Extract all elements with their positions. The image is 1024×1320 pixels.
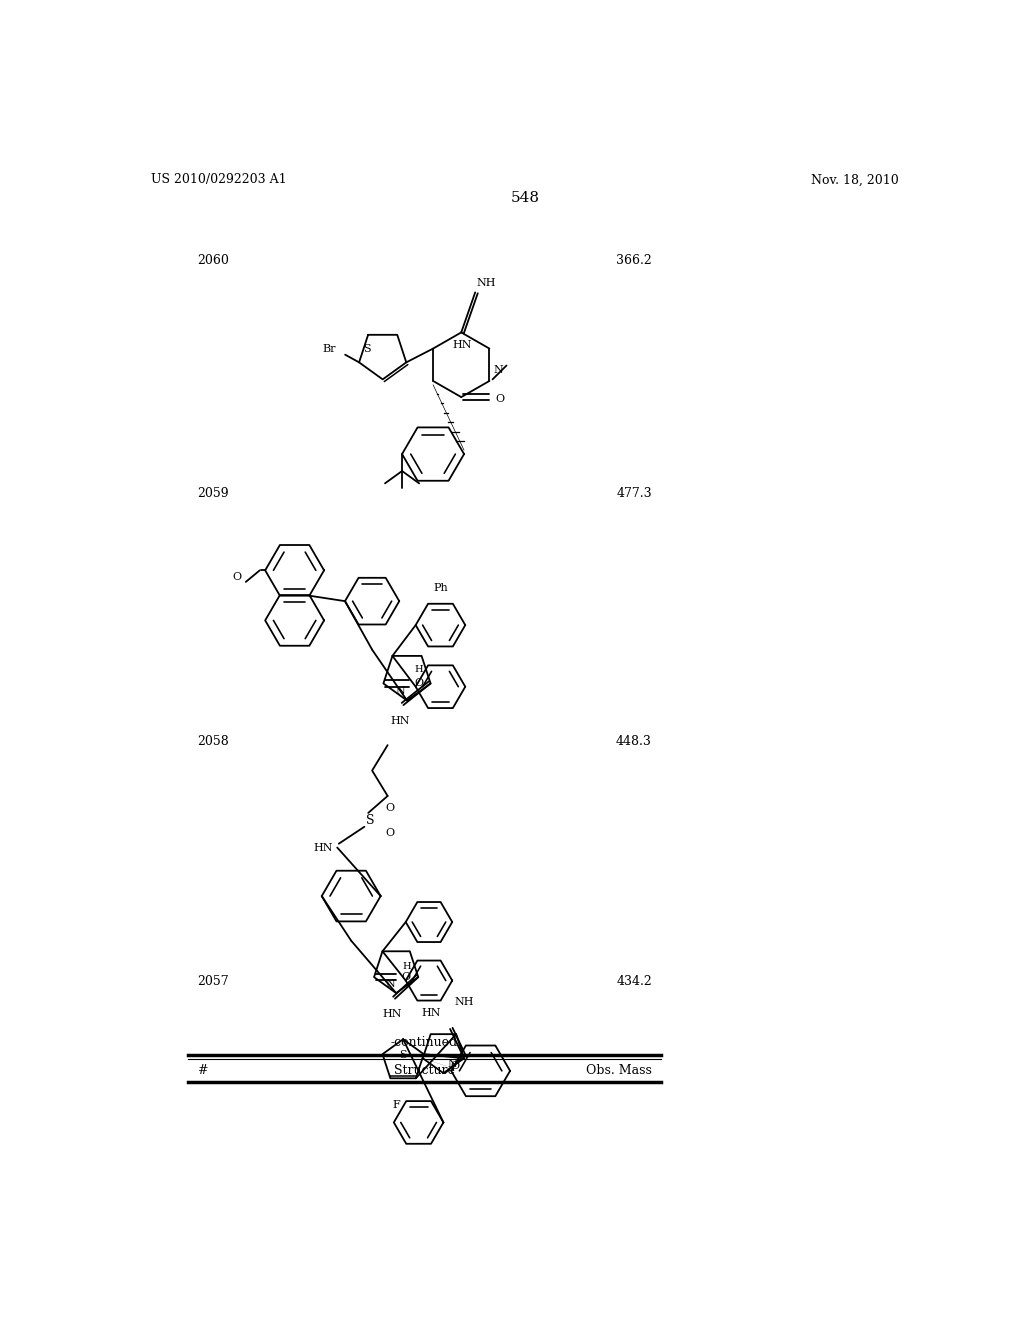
Text: NH: NH <box>477 279 497 288</box>
Text: HN: HN <box>382 1010 401 1019</box>
Text: O: O <box>450 1061 459 1071</box>
Text: HN: HN <box>453 339 472 350</box>
Text: HN: HN <box>421 1008 440 1018</box>
Text: 448.3: 448.3 <box>616 735 652 748</box>
Text: Structure: Structure <box>394 1064 455 1077</box>
Text: O: O <box>415 678 424 689</box>
Text: F: F <box>392 1100 400 1110</box>
Text: O: O <box>496 393 505 404</box>
Text: N: N <box>396 686 406 696</box>
Text: O: O <box>401 972 411 982</box>
Text: HN: HN <box>313 842 333 853</box>
Text: H: H <box>414 665 423 675</box>
Text: #: # <box>197 1064 207 1077</box>
Text: S: S <box>362 345 371 354</box>
Text: O: O <box>385 828 394 838</box>
Text: O: O <box>232 572 241 582</box>
Text: 477.3: 477.3 <box>616 487 652 500</box>
Text: 548: 548 <box>510 191 540 206</box>
Text: US 2010/0292203 A1: US 2010/0292203 A1 <box>152 173 287 186</box>
Text: 2057: 2057 <box>197 975 228 989</box>
Text: 2058: 2058 <box>197 735 228 748</box>
Text: N: N <box>494 366 503 375</box>
Text: N: N <box>447 1059 457 1069</box>
Text: NH: NH <box>454 997 473 1007</box>
Text: H: H <box>402 962 411 972</box>
Text: 434.2: 434.2 <box>616 975 652 989</box>
Text: Nov. 18, 2010: Nov. 18, 2010 <box>811 173 898 186</box>
Text: S: S <box>366 814 374 828</box>
Text: Br: Br <box>323 345 336 354</box>
Text: S: S <box>399 1051 407 1060</box>
Text: -continued: -continued <box>390 1036 458 1049</box>
Text: Obs. Mass: Obs. Mass <box>586 1064 652 1077</box>
Text: 366.2: 366.2 <box>616 253 652 267</box>
Text: Ph: Ph <box>433 582 447 593</box>
Text: N: N <box>385 979 395 989</box>
Text: 2059: 2059 <box>197 487 228 500</box>
Text: 2060: 2060 <box>197 253 228 267</box>
Text: HN: HN <box>390 715 410 726</box>
Text: O: O <box>385 804 394 813</box>
